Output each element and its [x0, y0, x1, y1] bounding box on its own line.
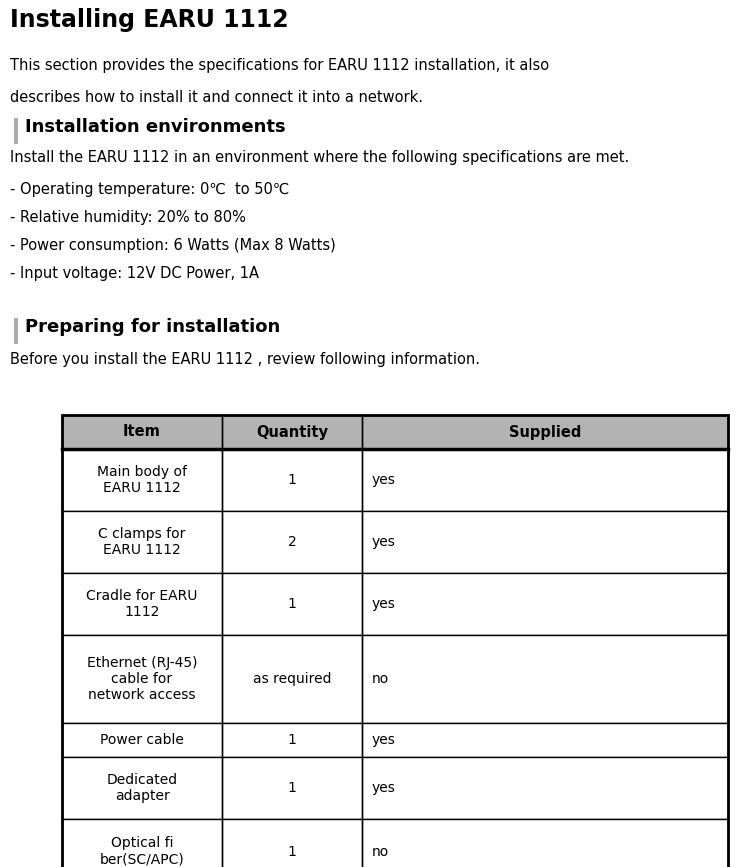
Bar [362, 449, 728, 511]
Bar [62, 819, 728, 867]
Bar [62, 723, 728, 757]
Bar [62, 635, 222, 723]
Bar [62, 511, 728, 573]
Bar [62, 415, 728, 867]
Text: This section provides the specifications for EARU 1112 installation, it also: This section provides the specifications… [10, 58, 549, 73]
Text: yes: yes [372, 535, 396, 549]
Text: Ethernet (RJ-45)
cable for
network access: Ethernet (RJ-45) cable for network acces… [87, 655, 197, 702]
Text: Dedicated
adapter: Dedicated adapter [106, 772, 178, 803]
Text: Install the EARU 1112 in an environment where the following specifications are m: Install the EARU 1112 in an environment … [10, 150, 630, 165]
Text: Item: Item [123, 425, 161, 440]
Text: Installing EARU 1112: Installing EARU 1112 [10, 8, 289, 32]
Text: yes: yes [372, 597, 396, 611]
Bar [62, 757, 728, 819]
Text: - Input voltage: 12V DC Power, 1A: - Input voltage: 12V DC Power, 1A [10, 266, 259, 281]
Bar [14, 318, 18, 344]
Bar [62, 573, 728, 635]
Text: - Operating temperature: 0℃  to 50℃: - Operating temperature: 0℃ to 50℃ [10, 182, 289, 197]
Text: C clamps for
EARU 1112: C clamps for EARU 1112 [98, 527, 186, 557]
Text: - Relative humidity: 20% to 80%: - Relative humidity: 20% to 80% [10, 210, 246, 225]
Text: as required: as required [252, 672, 331, 686]
Text: Main body of
EARU 1112: Main body of EARU 1112 [97, 465, 187, 495]
Text: yes: yes [372, 733, 396, 747]
Text: no: no [372, 844, 389, 858]
Bar [362, 415, 728, 449]
Bar [14, 118, 18, 144]
Text: 1: 1 [288, 733, 297, 747]
Text: 2: 2 [288, 535, 297, 549]
Bar [222, 819, 362, 867]
Text: Installation environments: Installation environments [25, 118, 286, 136]
Bar [62, 573, 222, 635]
Bar [62, 449, 222, 511]
Text: Cradle for EARU
1112: Cradle for EARU 1112 [86, 589, 198, 619]
Text: Optical fi
ber(SC/APC): Optical fi ber(SC/APC) [100, 837, 184, 867]
Bar [62, 635, 728, 723]
Bar [362, 819, 728, 867]
Bar [222, 449, 362, 511]
Text: 1: 1 [288, 781, 297, 795]
Bar [362, 757, 728, 819]
Bar [62, 415, 222, 449]
Text: Preparing for installation: Preparing for installation [25, 318, 280, 336]
Text: Power cable: Power cable [100, 733, 184, 747]
Bar [62, 819, 222, 867]
Text: 1: 1 [288, 473, 297, 487]
Bar [222, 757, 362, 819]
Bar [362, 573, 728, 635]
Bar [362, 635, 728, 723]
Bar [362, 723, 728, 757]
Text: Quantity: Quantity [256, 425, 328, 440]
Text: 1: 1 [288, 844, 297, 858]
Bar [362, 511, 728, 573]
Text: Before you install the EARU 1112 , review following information.: Before you install the EARU 1112 , revie… [10, 352, 480, 367]
Text: yes: yes [372, 781, 396, 795]
Bar [222, 415, 362, 449]
Bar [62, 511, 222, 573]
Text: - Power consumption: 6 Watts (Max 8 Watts): - Power consumption: 6 Watts (Max 8 Watt… [10, 238, 336, 253]
Bar [62, 723, 222, 757]
Text: describes how to install it and connect it into a network.: describes how to install it and connect … [10, 90, 423, 105]
Text: Supplied: Supplied [508, 425, 582, 440]
Bar [222, 511, 362, 573]
Bar [62, 415, 728, 449]
Bar [222, 635, 362, 723]
Text: no: no [372, 672, 389, 686]
Bar [62, 449, 728, 511]
Bar [222, 573, 362, 635]
Bar [62, 757, 222, 819]
Bar [222, 723, 362, 757]
Text: yes: yes [372, 473, 396, 487]
Text: 1: 1 [288, 597, 297, 611]
